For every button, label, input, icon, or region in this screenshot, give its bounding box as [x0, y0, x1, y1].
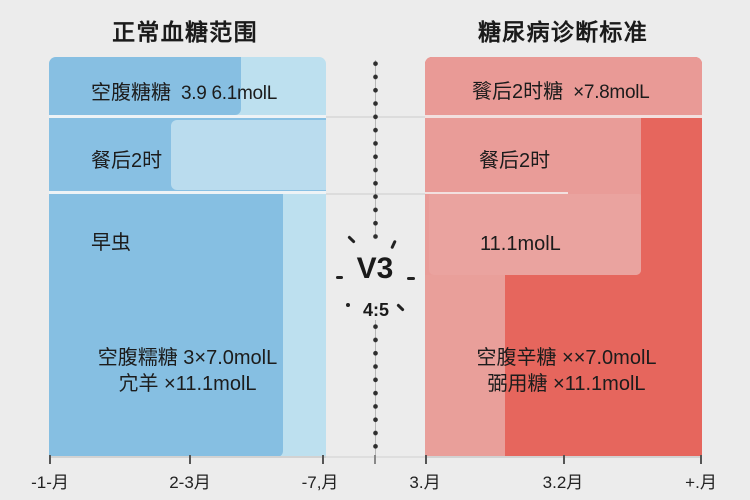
- x-tick: [425, 455, 427, 464]
- normal-range-panel: [49, 57, 326, 457]
- diagnosis-summary-line-1: 空腹辛糖 ××7.0molL: [476, 347, 657, 369]
- diagnosis-summary-line-2: 弼用糖 ×11.1molL: [487, 373, 646, 395]
- normal-summary-line-1: 空腹糯糖 3×7.0molL: [97, 347, 278, 369]
- burst-mark-icon: [347, 235, 356, 244]
- light-strip: [425, 275, 505, 457]
- postmeal-threshold-label: 餮后2时糖: [472, 81, 564, 103]
- diagnosis-criteria-title: 糖尿病诊断标准: [477, 19, 649, 45]
- right-x-tick-label-1: 3.月: [409, 473, 441, 492]
- diag-threshold-label: 11.1molL: [480, 233, 561, 255]
- diagnosis-summary: 空腹辛糖 ××7.0molL 弼用糖 ×11.1molL: [428, 345, 705, 397]
- burst-mark-icon: [336, 276, 343, 279]
- postmeal-threshold-text: 餮后2时糖 ×7.8molL: [472, 80, 650, 105]
- normal-summary-line-2: 宂羊 ×11.1molL: [118, 373, 257, 395]
- fasting-value: 3.9 6.1molL: [181, 83, 277, 104]
- x-tick: [700, 455, 702, 464]
- x-tick: [322, 455, 324, 464]
- x-tick: [49, 455, 51, 464]
- postmeal-label: 餐后2时: [91, 150, 163, 172]
- postmeal-threshold-bar: [425, 57, 702, 115]
- x-tick: [563, 455, 565, 464]
- diag-postmeal-label: 餐后2时: [479, 150, 551, 172]
- fasting-row-text: 空腹糖糖 3.9 6.1molL: [91, 81, 277, 106]
- version-sub-label: 4:5: [362, 300, 389, 320]
- row-divider: [425, 192, 568, 194]
- right-x-tick-label-3: +.月: [685, 473, 717, 492]
- normal-summary: 空腹糯糖 3×7.0molL 宂羊 ×11.1molL: [49, 345, 326, 397]
- postmeal-threshold-value: ×7.8molL: [573, 82, 650, 103]
- postmeal-light-box: [171, 120, 326, 190]
- center-dotted-divider: [372, 320, 379, 454]
- threshold-11-box: [429, 194, 641, 275]
- fasting-range-bar: [49, 57, 241, 115]
- left-x-tick-label-3: -7,月: [301, 473, 339, 492]
- x-tick: [374, 455, 376, 464]
- row-divider: [425, 115, 702, 118]
- right-x-tick-label-2: 3.2月: [542, 473, 584, 492]
- row-divider: [49, 191, 326, 194]
- left-x-tick-label-2: 2-3月: [169, 473, 211, 492]
- row-divider: [49, 115, 326, 118]
- diagnosis-criteria-panel: [425, 57, 702, 457]
- x-tick: [189, 455, 191, 464]
- random-label: 早虫: [91, 232, 131, 254]
- burst-dot-icon: [346, 303, 350, 307]
- left-x-axis: [49, 456, 326, 458]
- burst-mark-icon: [407, 277, 415, 280]
- fasting-label: 空腹糖糖: [91, 82, 171, 104]
- left-x-tick-label-1: -1-月: [31, 473, 69, 492]
- random-range-bar: [49, 194, 283, 457]
- burst-mark-icon: [390, 239, 397, 250]
- version-badge: V3: [356, 252, 394, 285]
- center-dotted-divider: [372, 57, 379, 240]
- normal-range-title: 正常血糖范围: [112, 19, 258, 45]
